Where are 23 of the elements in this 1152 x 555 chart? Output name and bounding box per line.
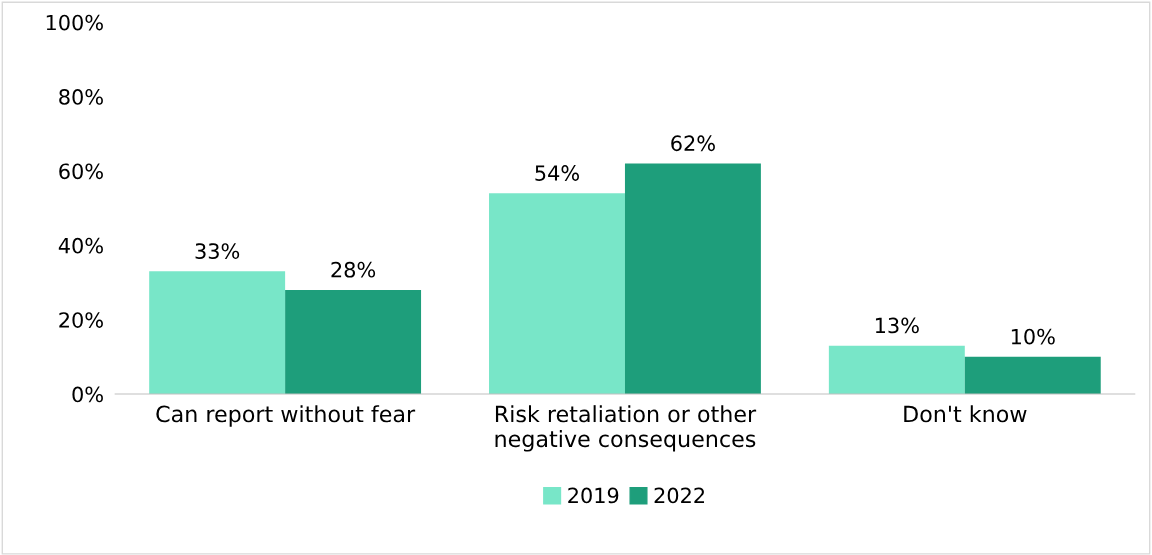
data-label: 13% xyxy=(875,317,919,334)
data-label: 33% xyxy=(195,243,240,259)
bar xyxy=(285,289,422,395)
bar xyxy=(149,271,286,395)
y-tick-label: 80% xyxy=(59,89,103,105)
legend-label: 2019 xyxy=(568,487,619,504)
bar xyxy=(624,163,761,395)
bar xyxy=(489,193,625,395)
data-label: 62% xyxy=(671,135,715,152)
x-tick-label: Risk retaliation or other negative consequences xyxy=(495,405,757,452)
y-tick-label: 100% xyxy=(46,14,103,31)
data-label: 28% xyxy=(331,261,376,278)
legend-label: 2022 xyxy=(654,487,705,504)
x-tick-label: Can report without fear xyxy=(156,405,416,427)
y-tick-label: 60% xyxy=(59,163,103,180)
y-tick-label: 20% xyxy=(59,312,103,328)
data-label: 54% xyxy=(535,165,579,181)
bar xyxy=(964,356,1101,395)
x-tick-label: Don't know xyxy=(904,405,1027,423)
data-label: 10% xyxy=(1011,328,1055,345)
bar xyxy=(828,345,965,395)
y-tick-label: 0% xyxy=(72,386,103,403)
y-tick-label: 40% xyxy=(58,237,103,254)
